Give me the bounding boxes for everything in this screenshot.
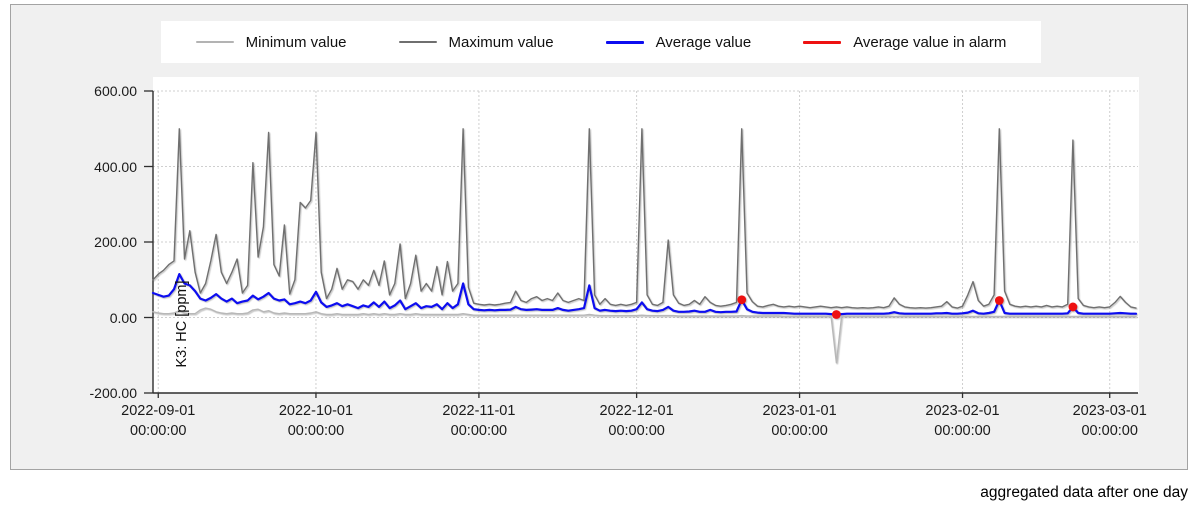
x-tick-label: 2022-10-01 00:00:00 — [278, 403, 354, 439]
x-tick-label: 2023-02-01 00:00:00 — [925, 403, 1000, 439]
y-tick-label: 0.00 — [109, 309, 137, 326]
series-group — [151, 128, 1138, 364]
legend-item-maximum[interactable]: Maximum value — [398, 33, 554, 51]
legend-item-minimum[interactable]: Minimum value — [195, 33, 347, 51]
y-tick-label: 600.00 — [94, 83, 137, 99]
x-tick-label: 2022-12-01 00:00:00 — [599, 403, 674, 439]
alarm-point-2023-02-08 — [994, 296, 1004, 305]
x-tick-label: 2022-11-01 00:00:00 — [442, 403, 516, 439]
y-tick-label: 400.00 — [94, 158, 137, 175]
legend-item-average-alarm[interactable]: Average value in alarm — [803, 34, 1006, 51]
alarm-point-2022-12-21 — [737, 295, 747, 305]
x-tick-label: 2023-01-01 00:00:00 — [762, 403, 837, 439]
y-axis-title: K3: HC [ppm] — [174, 280, 190, 368]
legend-label-minimum: Minimum value — [245, 33, 347, 51]
alarm-point-2023-01-08 — [831, 310, 841, 319]
x-tick-label: 2022-09-01 00:00:00 — [121, 403, 196, 439]
y-tick-label: 200.00 — [94, 234, 137, 250]
maximum-line-swatch — [398, 41, 437, 43]
minimum-line-swatch — [195, 41, 234, 43]
plot-background — [153, 77, 1139, 393]
series-line-minimum-value — [152, 307, 1137, 364]
chart-panel: Minimum value Maximum value Average valu… — [10, 4, 1188, 470]
average-line-swatch — [605, 40, 644, 44]
legend-label-average-alarm: Average value in alarm — [853, 33, 1007, 51]
aggregation-caption: aggregated data after one day — [980, 484, 1188, 501]
alarm-point-2023-02-22 — [1068, 302, 1078, 312]
legend-label-average: Average value — [655, 33, 752, 51]
legend-item-average[interactable]: Average value — [605, 33, 752, 51]
x-tick-label: 2023-03-01 00:00:00 — [1072, 403, 1147, 439]
average-alarm-line-swatch — [803, 40, 842, 44]
chart-legend: Minimum value Maximum value Average valu… — [161, 21, 1041, 63]
series-line-average-value — [151, 273, 1138, 316]
y-tick-label: -200.00 — [89, 385, 137, 401]
timeseries-chart[interactable] — [144, 90, 1138, 398]
legend-label-maximum: Maximum value — [448, 33, 554, 51]
series-line-maximum-value — [152, 128, 1137, 309]
plot-area: K3: HC [ppm] 600.00 400.00 200.00 0.00 -200.… — [90, 83, 1147, 439]
